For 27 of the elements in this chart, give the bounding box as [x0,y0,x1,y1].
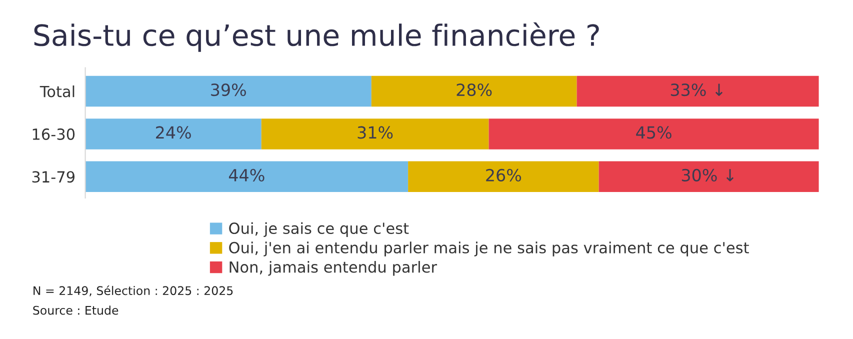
data-label: 24% [156,126,191,139]
chart-title: Sais-tu ce qu’est une mule financière ? [34,22,599,52]
legend-label: Non, jamais entendu parler [230,260,438,276]
legend-label: Oui, j'en ai entendu parler mais je ne sais pas vraiment ce que c'est [229,242,749,256]
y-tick-label: Total [40,85,74,98]
bar [85,161,408,192]
bar [261,118,489,150]
bar [85,76,372,107]
bar [598,161,819,192]
legend-label: Oui, je sais ce que c'est [229,222,409,238]
y-tick-label: 31-79 [32,171,75,183]
data-label: 44% [228,168,264,182]
source-note: Source : Etude [33,306,118,315]
data-label: 30% ↓ [682,168,734,182]
data-label: 31% [358,126,393,139]
data-label: 45% [636,126,672,139]
bar [408,161,599,192]
text: N = 2149, Sélection : 2025 : 2025 [34,285,233,296]
bar [85,118,262,150]
data-label: 26% [486,168,522,182]
bar [576,76,819,107]
y-tick-label: 16-30 [32,128,75,140]
bar [488,118,819,150]
data-label: 39% [211,84,246,96]
data-label: 33% ↓ [670,84,723,96]
bar [371,76,577,107]
data-label: 28% [456,84,492,96]
